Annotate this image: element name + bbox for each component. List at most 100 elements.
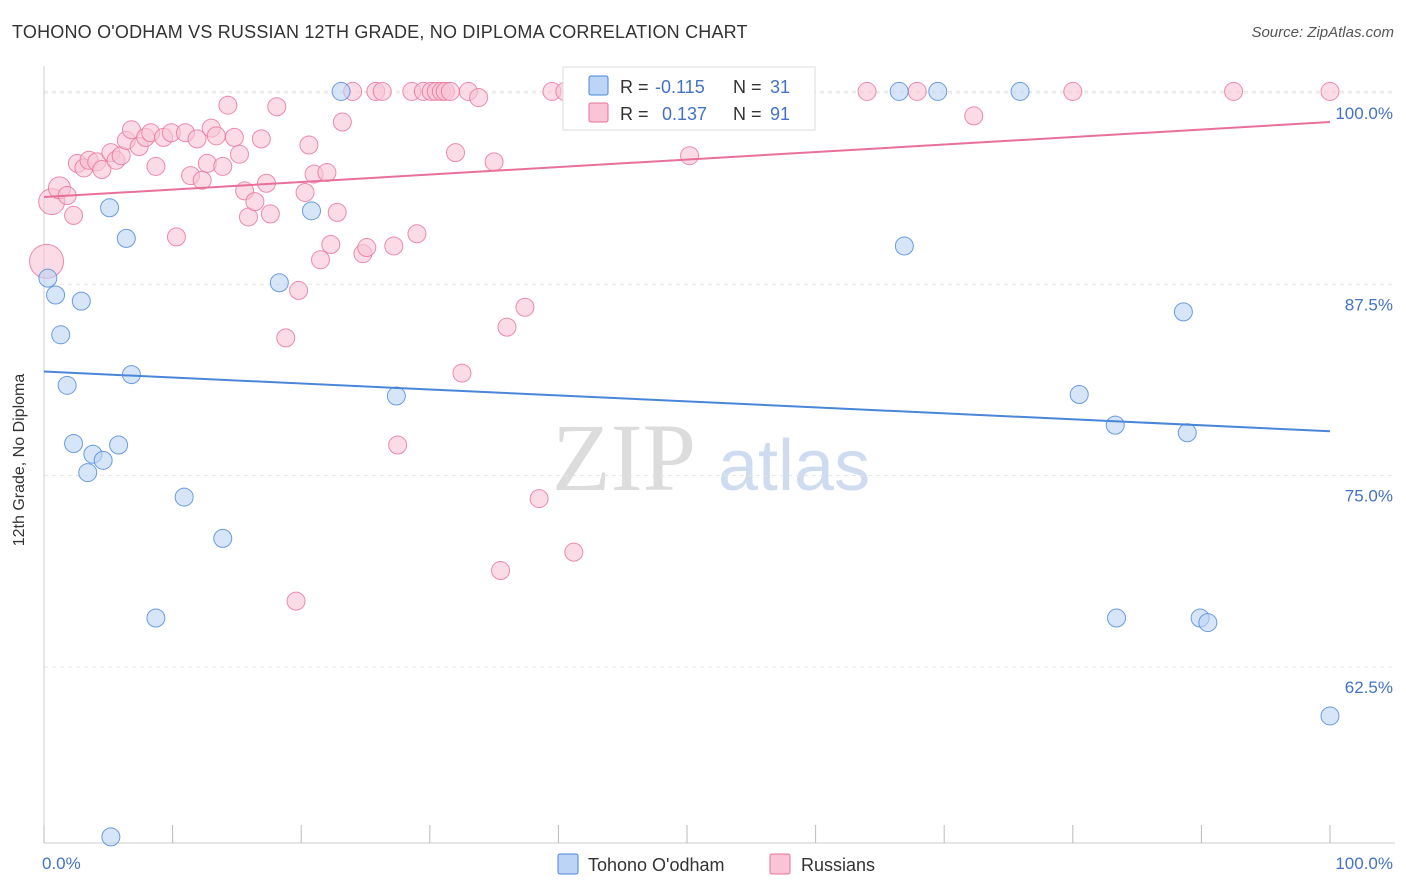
- russians-point: [245, 192, 265, 212]
- tohono-point: [928, 81, 948, 101]
- series-legend-swatch-tohono: [557, 853, 579, 875]
- tick-labels: 62.5% 75.0% 87.5% 100.0% 0.0% 100.0%: [42, 104, 1393, 873]
- x-tick-label: 100.0%: [1335, 854, 1393, 873]
- russians-point: [286, 591, 306, 611]
- russians-point: [497, 317, 517, 337]
- y-tick-label: 75.0%: [1345, 487, 1393, 506]
- russians-point: [218, 95, 238, 115]
- russians-point: [92, 159, 112, 179]
- tohono-point: [71, 291, 91, 311]
- russians-point: [295, 182, 315, 202]
- russians-point: [357, 238, 377, 258]
- y-tick-label: 62.5%: [1345, 678, 1393, 697]
- russians-point: [146, 156, 166, 176]
- tohono-point: [51, 325, 71, 345]
- tohono-point: [57, 375, 77, 395]
- tohono-point: [64, 433, 84, 453]
- russians-point: [1063, 81, 1083, 101]
- source-credit: Source: ZipAtlas.com: [1251, 24, 1394, 41]
- tohono-point: [109, 435, 129, 455]
- legend-swatch-tohono: [588, 75, 609, 96]
- tohono-point: [38, 268, 58, 288]
- russians-point: [1224, 81, 1244, 101]
- russians-point: [332, 112, 352, 132]
- legend-n-label-tohono: N =: [733, 77, 762, 97]
- russians-point: [384, 236, 404, 256]
- tohono-point: [100, 198, 120, 218]
- tohono-point: [1320, 706, 1340, 726]
- legend-n-label-russians: N =: [733, 104, 762, 124]
- russians-point: [452, 363, 472, 383]
- russians-point: [197, 153, 217, 173]
- russians-point: [515, 297, 535, 317]
- y-tick-label: 87.5%: [1345, 295, 1393, 314]
- russians-point: [317, 163, 337, 183]
- tohono-point: [386, 386, 406, 406]
- russians-point: [213, 156, 233, 176]
- tohono-point: [213, 528, 233, 548]
- russians-point: [446, 143, 466, 163]
- tohono-point: [1173, 302, 1193, 322]
- series-legend: Tohono O'odham Russians: [557, 853, 875, 875]
- russians-point: [260, 204, 280, 224]
- tohono-point: [1069, 385, 1089, 405]
- tohono-point: [116, 228, 136, 248]
- russians-point: [206, 126, 226, 146]
- stats-legend: R = -0.115 N = 31 R = 0.137 N = 91: [562, 66, 816, 131]
- tohono-point: [78, 463, 98, 483]
- legend-r-value-tohono: -0.115: [655, 77, 705, 97]
- russians-point: [372, 81, 392, 101]
- russians-point: [299, 135, 319, 155]
- russians-point: [224, 127, 244, 147]
- watermark-atlas: atlas: [718, 426, 870, 506]
- tohono-point: [1198, 613, 1218, 633]
- watermark: ZIP atlas: [552, 404, 870, 511]
- russians-trend-line: [43, 121, 1331, 199]
- tohono-point: [331, 81, 351, 101]
- russians-point: [166, 227, 186, 247]
- x-tick-label: 0.0%: [42, 854, 81, 873]
- series-legend-label-russians: Russians: [801, 855, 875, 875]
- tohono-point: [174, 487, 194, 507]
- russians-point: [469, 88, 489, 108]
- russians-point: [267, 97, 287, 117]
- russians-point: [310, 250, 330, 270]
- russians-point: [529, 489, 549, 509]
- tohono-point: [93, 450, 113, 470]
- tohono-point: [1177, 423, 1197, 443]
- legend-r-label-tohono: R =: [620, 77, 649, 97]
- series-legend-swatch-russians: [769, 853, 791, 875]
- russians-point: [276, 328, 296, 348]
- tohono-point: [301, 201, 321, 221]
- russians-point: [251, 129, 271, 149]
- tohono-trend-line: [43, 370, 1331, 433]
- trend-lines: [43, 121, 1331, 433]
- watermark-zip: ZIP: [552, 404, 696, 511]
- chart-title: TOHONO O'ODHAM VS RUSSIAN 12TH GRADE, NO…: [12, 22, 748, 42]
- legend-n-value-tohono: 31: [770, 77, 790, 97]
- grid-lines: [44, 90, 1395, 668]
- legend-n-value-russians: 91: [770, 104, 790, 124]
- tohono-point: [889, 81, 909, 101]
- russians-point: [491, 561, 511, 581]
- russians-point: [964, 106, 984, 126]
- russians-point: [187, 129, 207, 149]
- series-legend-label-tohono: Tohono O'odham: [588, 855, 725, 875]
- legend-swatch-russians: [588, 102, 609, 123]
- russians-point: [484, 152, 504, 172]
- tohono-point: [1105, 415, 1125, 435]
- russians-point: [907, 81, 927, 101]
- russians-point: [1320, 81, 1340, 101]
- tohono-point: [46, 285, 66, 305]
- russians-point: [64, 205, 84, 225]
- legend-r-label-russians: R =: [620, 104, 649, 124]
- russians-point: [388, 435, 408, 455]
- russians-point: [229, 144, 249, 164]
- legend-r-value-russians: 0.137: [662, 104, 707, 124]
- tohono-point: [101, 827, 121, 847]
- y-tick-label: 100.0%: [1335, 104, 1393, 123]
- russians-point: [680, 146, 700, 166]
- russians-point: [321, 234, 341, 254]
- russians-point: [407, 224, 427, 244]
